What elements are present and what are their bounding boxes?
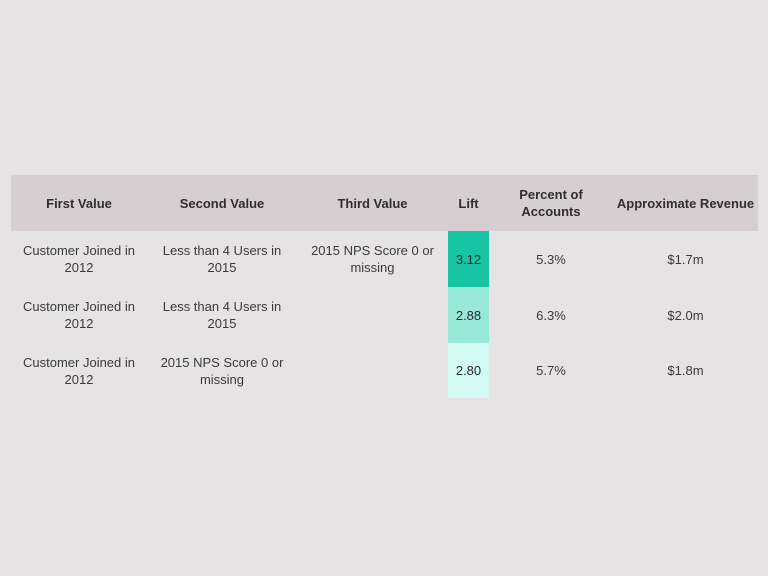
table-row: Customer Joined in 2012 Less than 4 User…	[11, 231, 758, 287]
percent-of-accounts-cell: 6.3%	[536, 307, 566, 323]
table-row: Customer Joined in 2012 Less than 4 User…	[11, 287, 758, 343]
table-row: Customer Joined in 2012 2015 NPS Score 0…	[11, 343, 758, 398]
first-value-cell: Customer Joined in 2012	[23, 299, 135, 331]
second-value-cell: 2015 NPS Score 0 or missing	[160, 354, 284, 387]
header-second-value: Second Value	[179, 195, 265, 211]
first-value-cell: Customer Joined in 2012	[23, 243, 135, 275]
header-lift: Lift	[458, 195, 479, 211]
table-header-row: First Value Second Value Third Value Lif…	[11, 175, 758, 231]
third-value-cell	[297, 343, 448, 398]
third-value-cell	[297, 287, 448, 343]
header-third-value: Third Value	[337, 195, 408, 211]
lift-cell: 3.12	[448, 231, 489, 287]
approximate-revenue-cell: $2.0m	[667, 307, 704, 323]
third-value-cell: 2015 NPS Score 0 or missing	[311, 243, 434, 275]
header-approximate-revenue: Approximate Revenue	[616, 195, 755, 211]
percent-of-accounts-cell: 5.7%	[536, 363, 566, 378]
approximate-revenue-cell: $1.8m	[667, 363, 704, 378]
header-first-value: First Value	[46, 195, 112, 211]
first-value-cell: Customer Joined in 2012	[23, 354, 135, 387]
percent-of-accounts-cell: 5.3%	[536, 251, 566, 267]
header-percent-of-accounts: Percent of Accounts	[519, 187, 583, 219]
second-value-cell: Less than 4 Users in 2015	[162, 243, 282, 275]
lift-cell: 2.88	[448, 287, 489, 343]
approximate-revenue-cell: $1.7m	[667, 251, 704, 267]
second-value-cell: Less than 4 Users in 2015	[162, 299, 282, 331]
lift-cell: 2.80	[448, 343, 489, 398]
results-table: First Value Second Value Third Value Lif…	[11, 175, 758, 398]
